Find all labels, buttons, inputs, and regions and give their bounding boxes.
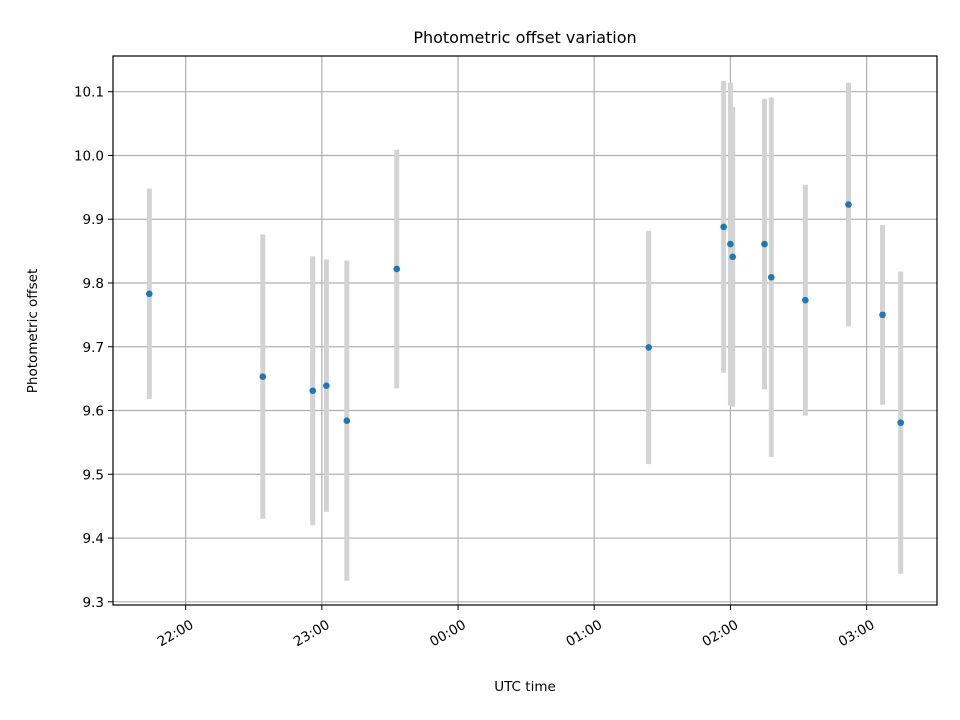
- y-tick-label: 9.6: [83, 404, 104, 420]
- data-point: [802, 296, 809, 304]
- y-tick-label: 9.3: [83, 595, 104, 611]
- data-point: [323, 382, 330, 389]
- data-point: [767, 273, 775, 281]
- data-point: [879, 311, 886, 319]
- data-point: [845, 201, 852, 208]
- data-point: [727, 240, 734, 248]
- y-tick-label: 9.8: [83, 276, 104, 292]
- y-axis-label: Photometric offset: [25, 269, 41, 393]
- data-point: [897, 419, 904, 426]
- y-tick-label: 9.5: [83, 467, 104, 483]
- y-tick-label: 9.9: [83, 212, 104, 228]
- data-point: [729, 253, 737, 261]
- y-tick-label: 9.7: [83, 340, 104, 356]
- chart-title: Photometric offset variation: [413, 28, 636, 47]
- y-tick-label: 10.1: [74, 85, 104, 101]
- data-point: [720, 223, 727, 231]
- data-point: [259, 373, 267, 381]
- plot-area-frame: [112, 55, 938, 606]
- data-point: [146, 290, 153, 298]
- data-points: [146, 201, 904, 426]
- data-point: [393, 265, 401, 273]
- data-point: [343, 417, 351, 425]
- y-tick-label: 9.4: [83, 531, 104, 547]
- x-axis-label: UTC time: [494, 679, 556, 695]
- data-point: [645, 344, 653, 351]
- y-tick-label: 10.0: [74, 148, 104, 164]
- data-point: [761, 240, 768, 248]
- y-axis-ticks: 9.3 9.4 9.5 9.6 9.7 9.8 9.9 10.0 10.1: [74, 85, 113, 611]
- data-point: [309, 387, 317, 395]
